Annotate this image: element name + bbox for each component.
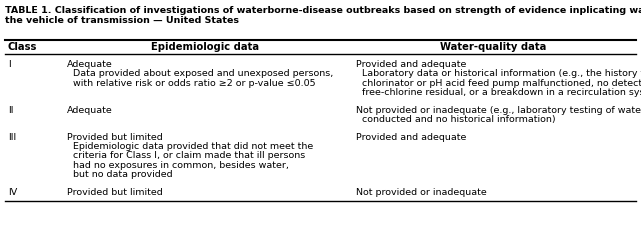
Text: Provided and adequate: Provided and adequate xyxy=(356,60,466,69)
Text: TABLE 1. Classification of investigations of waterborne-disease outbreaks based : TABLE 1. Classification of investigation… xyxy=(5,6,641,15)
Text: Data provided about exposed and unexposed persons,: Data provided about exposed and unexpose… xyxy=(67,69,333,78)
Text: II: II xyxy=(8,106,13,115)
Text: the vehicle of transmission — United States: the vehicle of transmission — United Sta… xyxy=(5,16,239,25)
Text: with relative risk or odds ratio ≥2 or p-value ≤0.05: with relative risk or odds ratio ≥2 or p… xyxy=(67,79,316,88)
Text: III: III xyxy=(8,133,16,142)
Text: Adequate: Adequate xyxy=(67,60,113,69)
Text: chlorinator or pH acid feed pump malfunctioned, no detectable: chlorinator or pH acid feed pump malfunc… xyxy=(356,79,641,88)
Text: Provided but limited: Provided but limited xyxy=(67,133,163,142)
Text: had no exposures in common, besides water,: had no exposures in common, besides wate… xyxy=(67,161,289,170)
Text: Not provided or inadequate (e.g., laboratory testing of water not: Not provided or inadequate (e.g., labora… xyxy=(356,106,641,115)
Text: criteria for Class I, or claim made that ill persons: criteria for Class I, or claim made that… xyxy=(67,151,306,160)
Text: but no data provided: but no data provided xyxy=(67,170,173,179)
Text: Epidemiologic data provided that did not meet the: Epidemiologic data provided that did not… xyxy=(67,142,313,151)
Text: Provided but limited: Provided but limited xyxy=(67,188,163,197)
Text: free-chlorine residual, or a breakdown in a recirculation system): free-chlorine residual, or a breakdown i… xyxy=(356,88,641,97)
Text: Epidemiologic data: Epidemiologic data xyxy=(151,42,259,52)
Text: conducted and no historical information): conducted and no historical information) xyxy=(356,115,555,124)
Text: Water-quality data: Water-quality data xyxy=(440,42,547,52)
Text: Not provided or inadequate: Not provided or inadequate xyxy=(356,188,487,197)
Text: Adequate: Adequate xyxy=(67,106,113,115)
Text: Class: Class xyxy=(8,42,37,52)
Text: I: I xyxy=(8,60,10,69)
Text: Provided and adequate: Provided and adequate xyxy=(356,133,466,142)
Text: Laboratory data or historical information (e.g., the history that a: Laboratory data or historical informatio… xyxy=(356,69,641,78)
Text: IV: IV xyxy=(8,188,17,197)
